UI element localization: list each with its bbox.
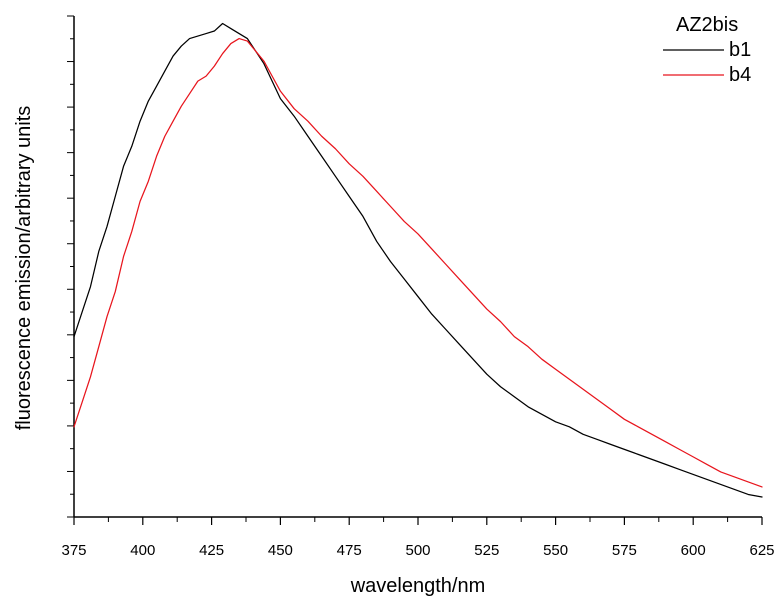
x-tick-label: 575 xyxy=(612,542,637,559)
legend-title: AZ2bis xyxy=(676,14,738,36)
x-tick-label: 625 xyxy=(749,542,774,559)
series-line-b4 xyxy=(73,37,763,488)
axes xyxy=(73,16,762,518)
x-tick-label: 475 xyxy=(337,542,362,559)
x-tick-label: 450 xyxy=(268,542,293,559)
y-ticks xyxy=(67,15,74,518)
series-layer xyxy=(73,22,763,498)
x-tick-label: 550 xyxy=(543,542,568,559)
y-axis-title: fluorescence emission/arbitrary units xyxy=(13,106,35,431)
x-tick-label: 500 xyxy=(405,542,430,559)
x-ticks: 375 400 425 450 475 500 525 550 575 600 625 xyxy=(61,517,775,559)
series-line-b1 xyxy=(73,22,763,498)
legend: AZ2bis b1 b4 xyxy=(663,14,751,86)
x-tick-label: 525 xyxy=(474,542,499,559)
x-axis-title: wavelength/nm xyxy=(350,575,486,597)
x-tick-label: 400 xyxy=(130,542,155,559)
legend-label-b4: b4 xyxy=(729,64,751,86)
legend-label-b1: b1 xyxy=(729,39,751,61)
x-tick-label: 375 xyxy=(61,542,86,559)
x-tick-label: 600 xyxy=(681,542,706,559)
x-tick-label: 425 xyxy=(199,542,224,559)
